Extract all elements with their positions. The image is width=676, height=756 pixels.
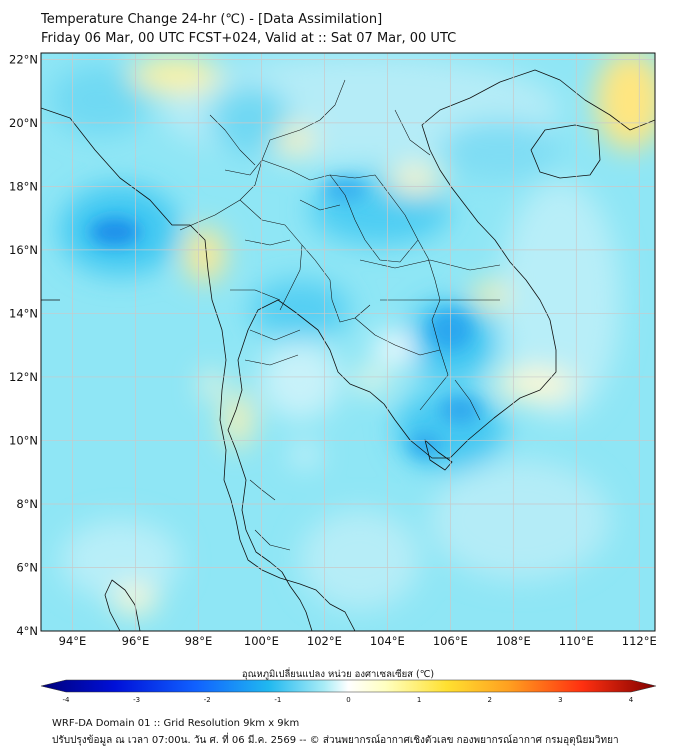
map-field	[41, 53, 655, 631]
colorbar: -4 -3 -2 -1 0 1 2 3 4	[40, 679, 657, 704]
longitude-tick-label: 96°E	[122, 634, 150, 648]
longitude-tick-label: 108°E	[496, 634, 531, 648]
longitude-tick-label: 112°E	[622, 634, 657, 648]
latitude-tick-label: 12°N	[9, 370, 38, 384]
colorbar-tick-label: -1	[274, 696, 281, 704]
latitude-tick-label: 6°N	[16, 560, 38, 574]
colorbar-title: อุณหภูมิเปลี่ยนแปลง หน่วย องศาเซลเซียส (…	[241, 669, 435, 680]
map-title: Temperature Change 24-hr (℃) - [Data Ass…	[41, 12, 383, 27]
longitude-axis: 94°E 96°E 98°E 100°E 102°E 104°E 106°E 108°E 110…	[59, 634, 657, 648]
latitude-axis: 22°N 20°N 18°N 16°N 14°N 12°N 10°N 8°N 6°N 4°N	[9, 52, 38, 638]
colorbar-tick-label: 3	[558, 696, 562, 704]
longitude-tick-label: 102°E	[307, 634, 342, 648]
longitude-tick-label: 94°E	[59, 634, 87, 648]
temperature-change-field	[50, 53, 655, 614]
latitude-tick-label: 10°N	[9, 433, 38, 447]
graticule	[41, 53, 655, 631]
latitude-tick-label: 16°N	[9, 243, 38, 257]
footer-credit: ปรับปรุงข้อมูล ณ เวลา 07:00น. วัน ศ. ที่…	[52, 735, 619, 746]
longitude-tick-label: 100°E	[244, 634, 279, 648]
map-frame	[40, 52, 656, 632]
latitude-tick-label: 20°N	[9, 116, 38, 130]
colorbar-tick-label: 2	[488, 696, 492, 704]
colorbar-scale	[40, 679, 657, 693]
colorbar-tick-label: -3	[133, 696, 140, 704]
latitude-tick-label: 8°N	[16, 497, 38, 511]
colorbar-tick-label: -4	[63, 696, 71, 704]
longitude-tick-label: 110°E	[559, 634, 594, 648]
longitude-tick-label: 104°E	[370, 634, 405, 648]
footer-model-info: WRF-DA Domain 01 :: Grid Resolution 9km …	[52, 718, 300, 729]
latitude-tick-label: 14°N	[9, 306, 38, 320]
latitude-tick-label: 22°N	[9, 52, 38, 66]
cooling-cores	[90, 178, 480, 457]
latitude-tick-label: 18°N	[9, 179, 38, 193]
coastlines	[41, 69, 655, 631]
colorbar-tick-label: 4	[629, 696, 634, 704]
colorbar-tick-label: -2	[204, 696, 211, 704]
longitude-tick-label: 98°E	[185, 634, 213, 648]
colorbar-ticks: -4 -3 -2 -1 0 1 2 3 4	[63, 696, 634, 704]
map-subtitle: Friday 06 Mar, 00 UTC FCST+024, Valid at…	[41, 31, 457, 46]
admin-borders	[179, 79, 501, 551]
colorbar-tick-label: 0	[346, 696, 350, 704]
colorbar-tick-label: 1	[417, 696, 421, 704]
latitude-tick-label: 4°N	[16, 624, 38, 638]
longitude-tick-label: 106°E	[433, 634, 468, 648]
